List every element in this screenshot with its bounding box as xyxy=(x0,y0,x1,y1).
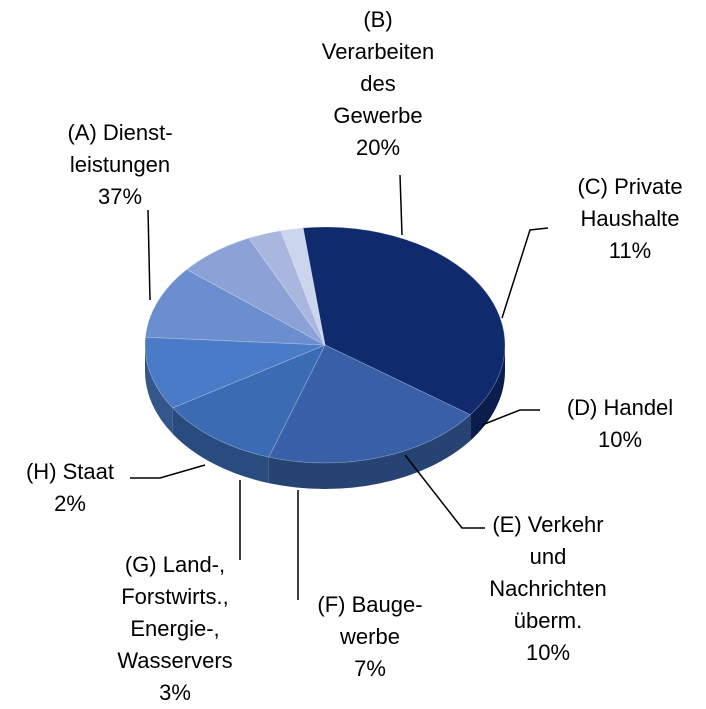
category-label: (G) Land-, Forstwirts., Energie-, Wasser… xyxy=(117,552,233,673)
value-label: 10% xyxy=(525,640,571,665)
slice xyxy=(302,226,506,416)
category-label: (F) Bauge- werbe xyxy=(317,592,423,649)
slice-side xyxy=(145,345,173,434)
value-label: 37% xyxy=(97,184,143,209)
category-label: (C) Private Haushalte xyxy=(577,174,683,231)
slice-label: (F) Bauge- werbe 7% xyxy=(220,589,520,685)
value-label: 3% xyxy=(159,680,191,705)
slice xyxy=(171,344,326,458)
leader-line xyxy=(147,209,151,301)
slice-side xyxy=(172,407,269,484)
slice xyxy=(144,336,326,409)
slice-label: (B) Verarbeiten des Gewerbe 20% xyxy=(228,4,528,164)
slice-label: (G) Land-, Forstwirts., Energie-, Wasser… xyxy=(25,549,325,709)
slice-side xyxy=(470,345,505,441)
category-label: (D) Handel xyxy=(566,395,674,420)
slice xyxy=(248,230,326,346)
slice-label: (E) Verkehr und Nachrichten überm. 10% xyxy=(398,509,698,669)
leader-line xyxy=(501,227,549,319)
category-label: (A) Dienst- leistungen xyxy=(67,120,173,177)
slice xyxy=(280,227,326,346)
category-label: (H) Staat xyxy=(25,459,115,484)
leader-line xyxy=(481,409,540,426)
category-label: (E) Verkehr und Nachrichten überm. xyxy=(489,512,607,633)
slice-label: (D) Handel 10% xyxy=(470,392,706,456)
value-label: 2% xyxy=(54,491,86,516)
value-label: 20% xyxy=(355,135,401,160)
slice xyxy=(144,268,326,346)
value-label: 11% xyxy=(608,238,652,263)
slice xyxy=(185,237,326,346)
category-label: (B) Verarbeiten des Gewerbe xyxy=(321,7,435,128)
value-label: 10% xyxy=(597,427,643,452)
slice-label: (A) Dienst- leistungen 37% xyxy=(0,117,270,213)
slice-side xyxy=(268,414,471,489)
value-label: 7% xyxy=(354,656,386,681)
slice-label: (H) Staat 2% xyxy=(0,456,220,520)
leader-line xyxy=(130,464,206,479)
slice-label: (C) Private Haushalte 11% xyxy=(480,171,706,267)
leader-line xyxy=(404,454,485,529)
slice xyxy=(268,344,471,464)
leader-line xyxy=(399,174,403,236)
